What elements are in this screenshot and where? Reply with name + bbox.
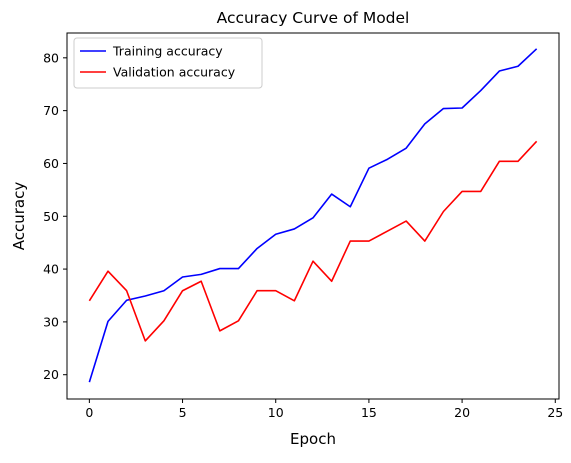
- legend: Training accuracy Validation accuracy: [73, 37, 263, 89]
- y-tick-label: 80: [43, 50, 59, 65]
- y-tick-label: 60: [43, 156, 59, 171]
- series-line-validation: [88, 140, 538, 342]
- x-tick-label: 0: [85, 405, 93, 420]
- legend-items: Training accuracy Validation accuracy: [80, 44, 236, 80]
- plot-area: 0 5 10 15 20 25 20 30 40 50 60 70 80: [43, 32, 563, 420]
- series-group: [88, 48, 538, 383]
- y-tick-label: 50: [43, 209, 59, 224]
- x-tick-label: 10: [268, 405, 284, 420]
- y-tick-label: 20: [43, 367, 59, 382]
- x-axis-label: Epoch: [290, 430, 336, 448]
- y-tick-label: 40: [43, 262, 59, 277]
- x-tick-label: 20: [454, 405, 470, 420]
- y-axis-label: Accuracy: [10, 182, 28, 251]
- legend-box: [73, 37, 263, 89]
- y-tick-label: 30: [43, 314, 59, 329]
- x-axis-ticks: 0 5 10 15 20 25: [85, 399, 563, 420]
- legend-label: Training accuracy: [112, 44, 223, 59]
- legend-label: Validation accuracy: [113, 65, 236, 80]
- x-tick-label: 15: [361, 405, 377, 420]
- y-tick-label: 70: [43, 103, 59, 118]
- chart-title: Accuracy Curve of Model: [217, 9, 410, 27]
- x-tick-label: 25: [547, 405, 563, 420]
- series-line-training: [88, 48, 538, 383]
- y-axis-ticks: 20 30 40 50 60 70 80: [43, 50, 67, 382]
- x-tick-label: 5: [179, 405, 187, 420]
